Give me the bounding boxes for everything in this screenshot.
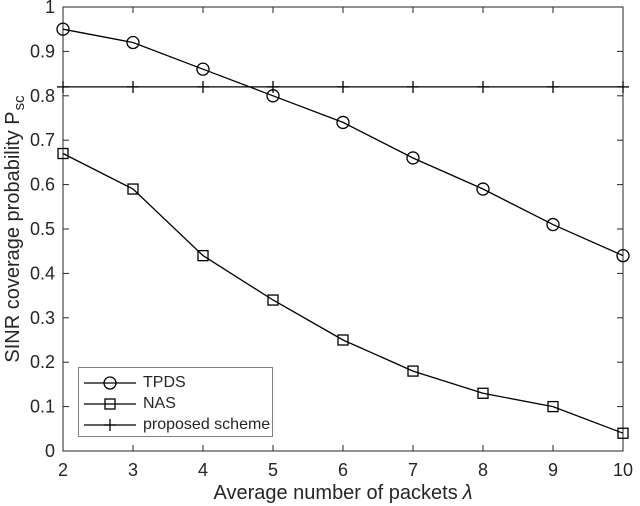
series-proposed-scheme <box>57 80 629 93</box>
legend-marker-square-icon <box>84 397 136 410</box>
svg-text:7: 7 <box>408 460 418 480</box>
series-tpds <box>56 22 630 263</box>
x-axis-label-text: Average number of packets <box>213 482 458 504</box>
legend-marker-plus-icon <box>84 418 136 431</box>
svg-text:0.1: 0.1 <box>30 397 55 417</box>
svg-text:0.5: 0.5 <box>30 219 55 239</box>
svg-text:1: 1 <box>45 0 55 17</box>
svg-text:2: 2 <box>58 460 68 480</box>
svg-text:0.3: 0.3 <box>30 308 55 328</box>
svg-text:0.4: 0.4 <box>30 263 55 283</box>
svg-text:4: 4 <box>198 460 208 480</box>
svg-text:0.7: 0.7 <box>30 130 55 150</box>
y-axis-label-text: SINR coverage probability P <box>2 111 24 363</box>
svg-text:0.2: 0.2 <box>30 352 55 372</box>
x-ticks: 2 3 4 5 6 7 8 9 10 <box>58 7 633 480</box>
x-axis-label-symbol: λ <box>462 482 473 504</box>
legend-item-label: TPDS <box>143 373 186 391</box>
svg-text:10: 10 <box>613 460 633 480</box>
series-nas <box>57 147 629 439</box>
svg-text:3: 3 <box>128 460 138 480</box>
y-axis-label-subscript: sc <box>11 95 28 111</box>
svg-text:0: 0 <box>45 441 55 461</box>
legend-item-nas: NAS <box>83 393 272 414</box>
svg-text:6: 6 <box>338 460 348 480</box>
svg-text:0.6: 0.6 <box>30 175 55 195</box>
legend-item-label: proposed scheme <box>143 415 271 433</box>
y-ticks: 0 0.1 0.2 0.3 0.4 0.5 0.6 0.7 0.8 0.9 1 <box>30 0 623 461</box>
legend-item-tpds: TPDS <box>83 372 272 393</box>
svg-text:5: 5 <box>268 460 278 480</box>
legend-item-label: NAS <box>143 394 176 412</box>
y-axis-label: SINR coverage probability Psc <box>2 95 28 362</box>
svg-text:9: 9 <box>548 460 558 480</box>
legend-item-proposed-scheme: proposed scheme <box>83 414 272 435</box>
x-axis-label: Average number of packets λ <box>63 482 623 505</box>
svg-text:0.8: 0.8 <box>30 86 55 106</box>
legend-marker-circle-icon <box>84 375 136 390</box>
legend: TPDS NAS proposed scheme <box>78 367 273 437</box>
svg-text:8: 8 <box>478 460 488 480</box>
svg-text:0.9: 0.9 <box>30 41 55 61</box>
